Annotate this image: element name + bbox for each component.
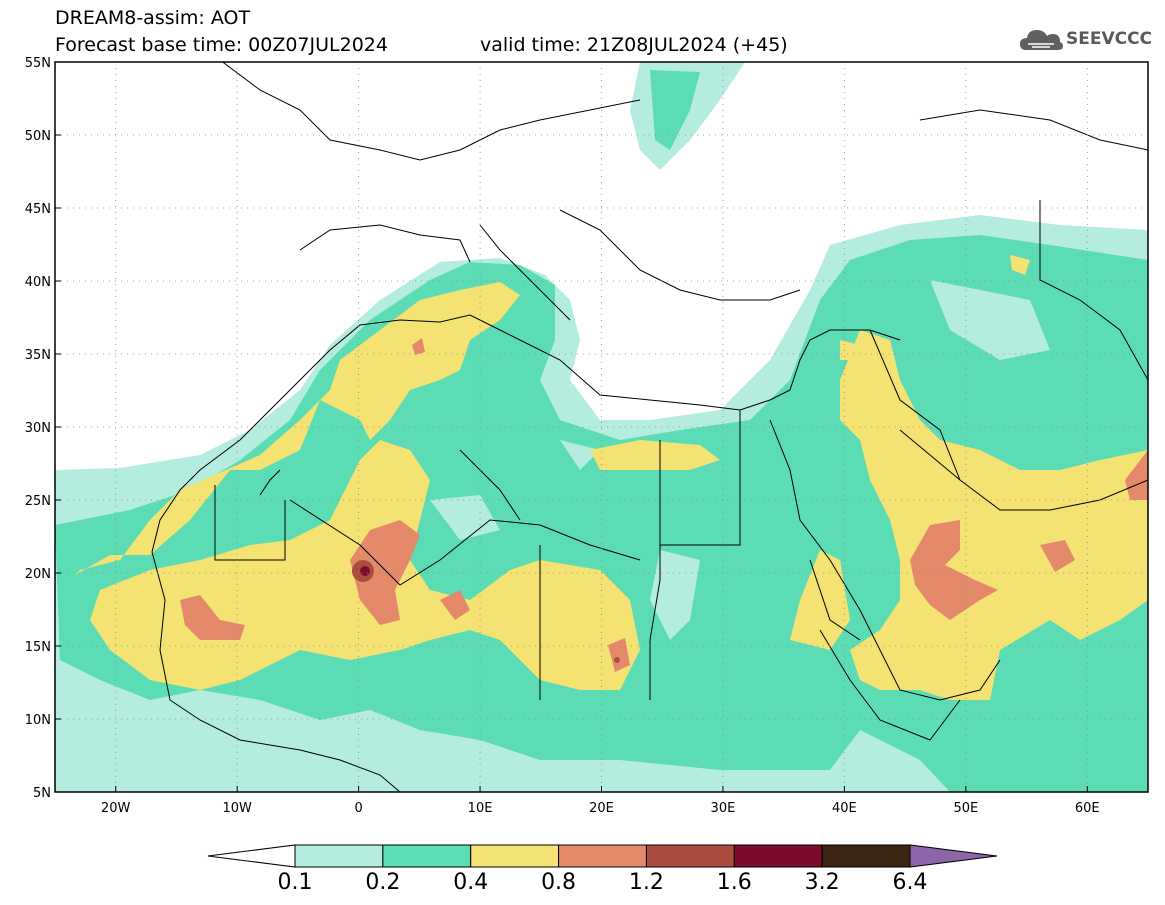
colorbar-label: 0.4 (453, 870, 489, 895)
lon-tick-label: 40E (832, 801, 857, 816)
colorbar-label: 0.8 (541, 870, 577, 895)
lat-tick-label: 30N (25, 421, 51, 436)
colorbar-label: 0.2 (365, 870, 401, 895)
colorbar-label: 1.2 (628, 870, 664, 895)
colorbar-segment (733, 844, 823, 868)
lon-tick-label: 20W (101, 801, 131, 816)
lat-tick-label: 55N (25, 56, 51, 71)
lon-tick-label: 60E (1075, 801, 1100, 816)
colorbar (207, 844, 998, 868)
colorbar-segment (294, 844, 384, 868)
lon-tick-label: 50E (953, 801, 978, 816)
lon-tick-label: 30E (711, 801, 736, 816)
title-line-2: Forecast base time: 00Z07JUL2024 (55, 34, 388, 56)
logo-text: SEEVCCC (1066, 29, 1153, 49)
aot-field (55, 62, 1148, 792)
colorbar-label: 3.2 (804, 870, 840, 895)
lat-tick-label: 35N (25, 348, 51, 363)
lon-tick-label: 10E (468, 801, 493, 816)
axis-ticks: 5N 10N 15N 20N 25N 30N 35N 40N 45N 50N 55N 20W 10W 0 1… (25, 56, 1100, 816)
colorbar-segment (470, 844, 560, 868)
colorbar-segment (645, 844, 735, 868)
lat-tick-label: 25N (25, 494, 51, 509)
lat-tick-label: 40N (25, 275, 51, 290)
lon-tick-label: 10W (222, 801, 252, 816)
lat-tick-label: 50N (25, 129, 51, 144)
colorbar-segment (558, 844, 647, 868)
colorbar-segment (382, 844, 472, 868)
lat-tick-label: 15N (25, 640, 51, 655)
lat-tick-label: 45N (25, 202, 51, 217)
lat-tick-label: 5N (33, 786, 51, 801)
seevccc-logo: SEEVCCC (1018, 22, 1158, 58)
lat-tick-label: 20N (25, 567, 51, 582)
colorbar-low-extension (207, 844, 296, 868)
coastlines (151, 62, 1148, 792)
colorbar-label: 0.1 (277, 870, 313, 895)
colorbar-label: 1.6 (716, 870, 752, 895)
colorbar-label: 6.4 (892, 870, 928, 895)
lat-tick-label: 10N (25, 713, 51, 728)
gridlines (55, 62, 1148, 792)
colorbar-segment (821, 844, 911, 868)
cloud-icon (1020, 30, 1063, 50)
title-line-1: DREAM8-assim: AOT (55, 7, 251, 29)
lon-tick-label: 0 (354, 801, 362, 816)
lon-tick-label: 20E (589, 801, 614, 816)
valid-time: valid time: 21Z08JUL2024 (+45) (480, 34, 788, 56)
colorbar-high-extension (909, 844, 998, 868)
